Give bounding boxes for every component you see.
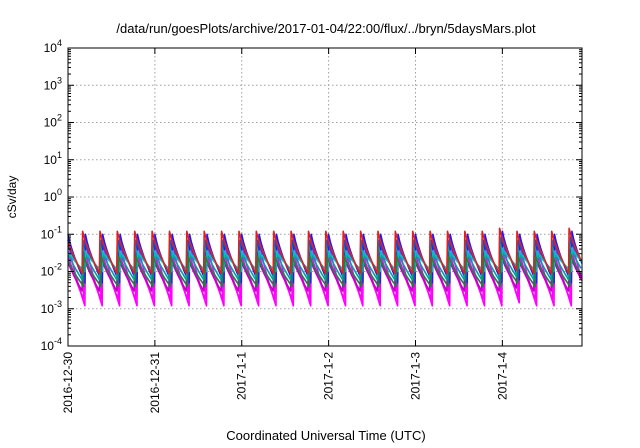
x-tick-label: 2017-1-3 [408, 352, 422, 400]
y-tick-label: 104 [44, 38, 62, 55]
y-tick-label: 10-1 [41, 224, 62, 241]
series-line [67, 252, 582, 288]
plot-series [67, 227, 583, 307]
x-tick-label: 2017-1-1 [235, 352, 249, 400]
series-line [67, 241, 582, 281]
x-tick-label: 2017-1-4 [495, 352, 509, 400]
x-axis-label: Coordinated Universal Time (UTC) [226, 428, 425, 443]
y-axis-label: cSv/day [5, 176, 19, 219]
y-tick-label: 101 [44, 150, 62, 167]
grid-lines [68, 48, 582, 346]
x-tick-label: 2017-1-2 [322, 352, 336, 400]
y-tick-label: 10-2 [41, 262, 62, 279]
series-line [67, 227, 582, 274]
y-tick-label: 100 [44, 187, 62, 204]
y-tick-label: 103 [44, 75, 62, 92]
axis-ticks: 10-4 10-3 10-2 10-1 100 101 102 103 104 2016-12-3… [41, 38, 582, 413]
x-tick-label: 2016-12-30 [61, 352, 75, 414]
chart-title: /data/run/goesPlots/archive/2017-01-04/2… [116, 21, 536, 36]
x-tick-label: 2016-12-31 [148, 352, 162, 414]
y-tick-label: 10-4 [41, 336, 62, 353]
y-tick-label: 102 [44, 113, 62, 130]
y-tick-label: 10-3 [41, 299, 62, 316]
